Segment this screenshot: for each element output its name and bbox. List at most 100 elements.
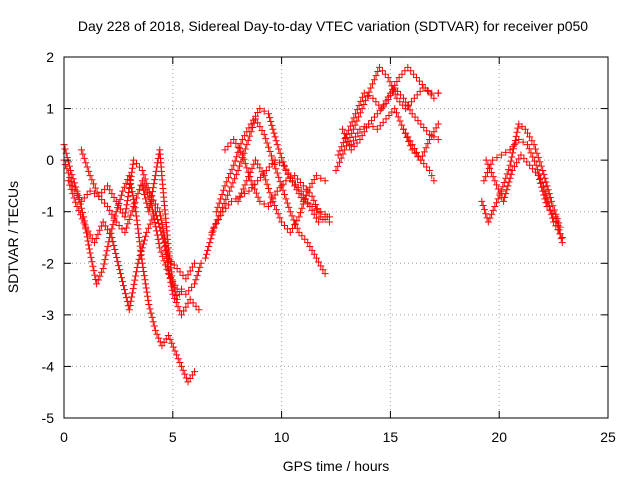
data-point — [243, 164, 251, 172]
data-point — [119, 187, 127, 195]
data-point — [191, 280, 199, 288]
data-point — [204, 246, 212, 254]
data-point — [494, 195, 502, 203]
data-point — [201, 254, 209, 262]
data-point — [125, 306, 133, 314]
data-point — [262, 166, 270, 174]
data-point — [80, 154, 88, 162]
data-point — [112, 250, 120, 258]
data-point — [90, 239, 98, 247]
data-point — [256, 105, 264, 113]
data-point — [295, 213, 303, 221]
data-point — [117, 270, 125, 278]
data-point — [174, 303, 182, 311]
data-point — [230, 136, 238, 144]
data-point — [415, 77, 423, 85]
data-point — [127, 297, 135, 305]
data-point — [534, 154, 542, 162]
data-point — [351, 121, 359, 129]
data-point — [234, 143, 242, 151]
data-point — [254, 108, 262, 116]
data-point — [281, 191, 289, 199]
data-point — [119, 282, 127, 290]
data-point — [172, 292, 180, 300]
data-point — [272, 206, 280, 214]
data-point — [244, 136, 252, 144]
data-point — [143, 179, 151, 187]
data-point — [233, 153, 241, 161]
data-point — [127, 176, 135, 184]
data-point — [374, 67, 382, 75]
data-point — [132, 208, 140, 216]
data-point — [225, 174, 233, 182]
data-point — [148, 313, 156, 321]
axis-ticks — [63, 56, 609, 419]
data-point — [493, 181, 501, 189]
data-point — [281, 221, 289, 229]
data-point — [286, 228, 294, 236]
data-point — [128, 293, 136, 301]
data-point — [292, 220, 300, 228]
data-point — [404, 102, 412, 110]
data-point — [171, 347, 179, 355]
data-point — [168, 339, 176, 347]
data-point — [365, 120, 373, 128]
data-point — [508, 166, 516, 174]
data-point — [413, 91, 421, 99]
data-point — [116, 266, 124, 274]
data-point — [66, 181, 74, 189]
data-point — [492, 199, 500, 207]
data-point — [205, 243, 213, 251]
data-point — [166, 335, 174, 343]
data-point — [217, 195, 225, 203]
data-point — [339, 150, 347, 158]
data-point — [293, 186, 301, 194]
data-point — [416, 87, 424, 95]
data-point — [406, 106, 414, 114]
data-point — [142, 284, 150, 292]
data-point — [215, 199, 223, 207]
data-point — [135, 255, 143, 263]
data-point — [282, 166, 290, 174]
data-point — [172, 298, 180, 306]
data-point — [112, 218, 120, 226]
data-point — [249, 181, 257, 189]
data-point — [251, 112, 259, 120]
data-point — [88, 258, 96, 266]
data-point — [260, 130, 268, 138]
data-point — [104, 182, 112, 190]
data-point — [514, 124, 522, 132]
data-point — [238, 136, 246, 144]
data-point — [188, 263, 196, 271]
data-point — [192, 302, 200, 310]
data-point — [507, 157, 515, 165]
data-point — [399, 94, 407, 102]
data-point — [82, 159, 90, 167]
data-point — [379, 103, 387, 111]
data-point — [251, 156, 259, 164]
data-point — [119, 278, 127, 286]
data-point — [149, 184, 157, 192]
data-point — [112, 197, 120, 205]
data-point — [500, 197, 508, 205]
data-point — [432, 124, 440, 132]
data-point — [211, 220, 219, 228]
data-point — [310, 210, 318, 218]
data-point — [350, 114, 358, 122]
y-tick-label: -2 — [42, 255, 55, 271]
data-point — [538, 183, 546, 191]
y-tick-label: 2 — [46, 49, 54, 65]
data-point — [272, 165, 280, 173]
data-point — [298, 232, 306, 240]
data-point — [178, 285, 186, 293]
data-point — [513, 128, 521, 136]
data-point — [384, 74, 392, 82]
data-point — [414, 117, 422, 125]
data-point — [96, 226, 104, 234]
data-point — [482, 156, 490, 164]
data-point — [484, 160, 492, 168]
data-point — [284, 170, 292, 178]
data-point — [179, 366, 187, 374]
data-point — [535, 175, 543, 183]
